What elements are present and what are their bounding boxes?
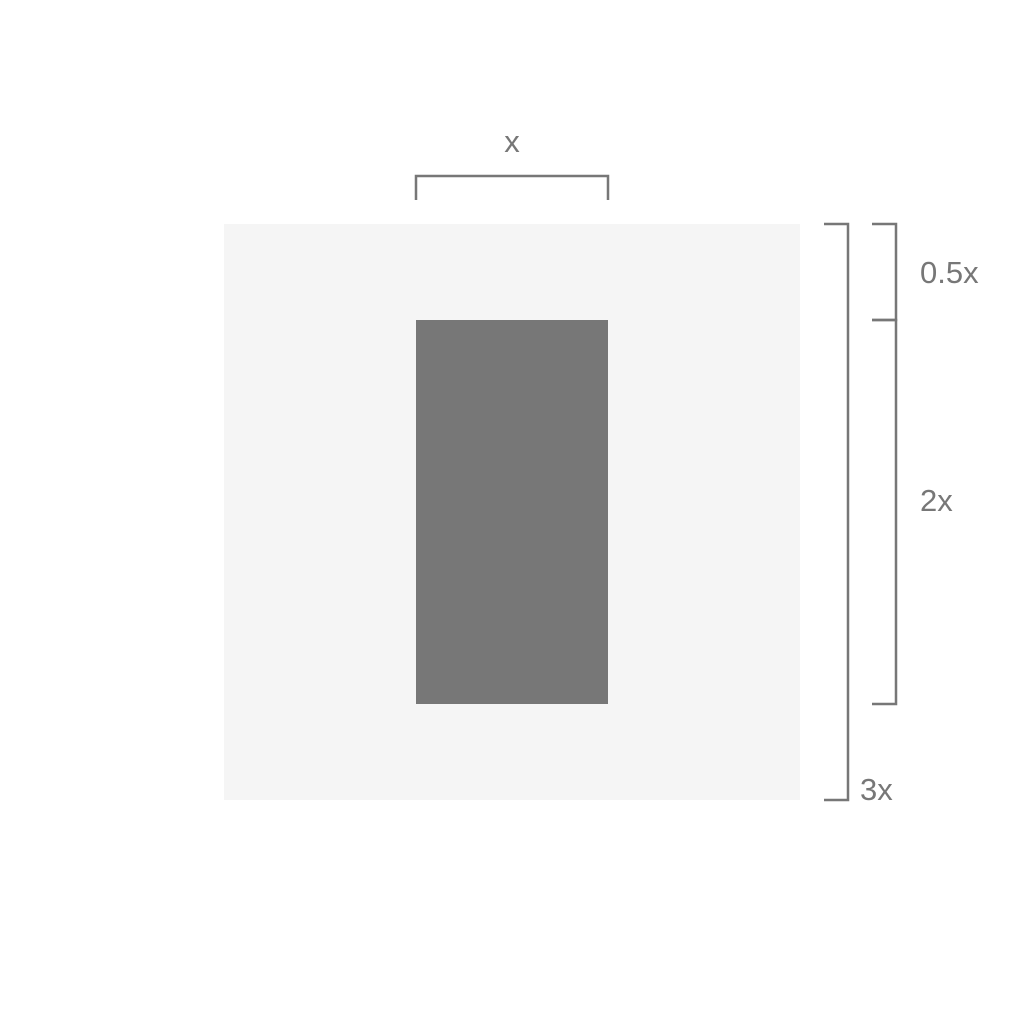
inner-height-bracket <box>872 318 898 706</box>
inner-height-label: 2x <box>920 483 953 518</box>
total-height-bracket <box>824 222 850 802</box>
total-height-label: 3x <box>860 772 893 807</box>
top-margin-label: 0.5x <box>920 255 979 290</box>
width-label: x <box>504 124 520 159</box>
width-bracket <box>414 174 610 200</box>
inner-rectangle <box>416 320 608 704</box>
top-margin-bracket <box>872 222 898 322</box>
